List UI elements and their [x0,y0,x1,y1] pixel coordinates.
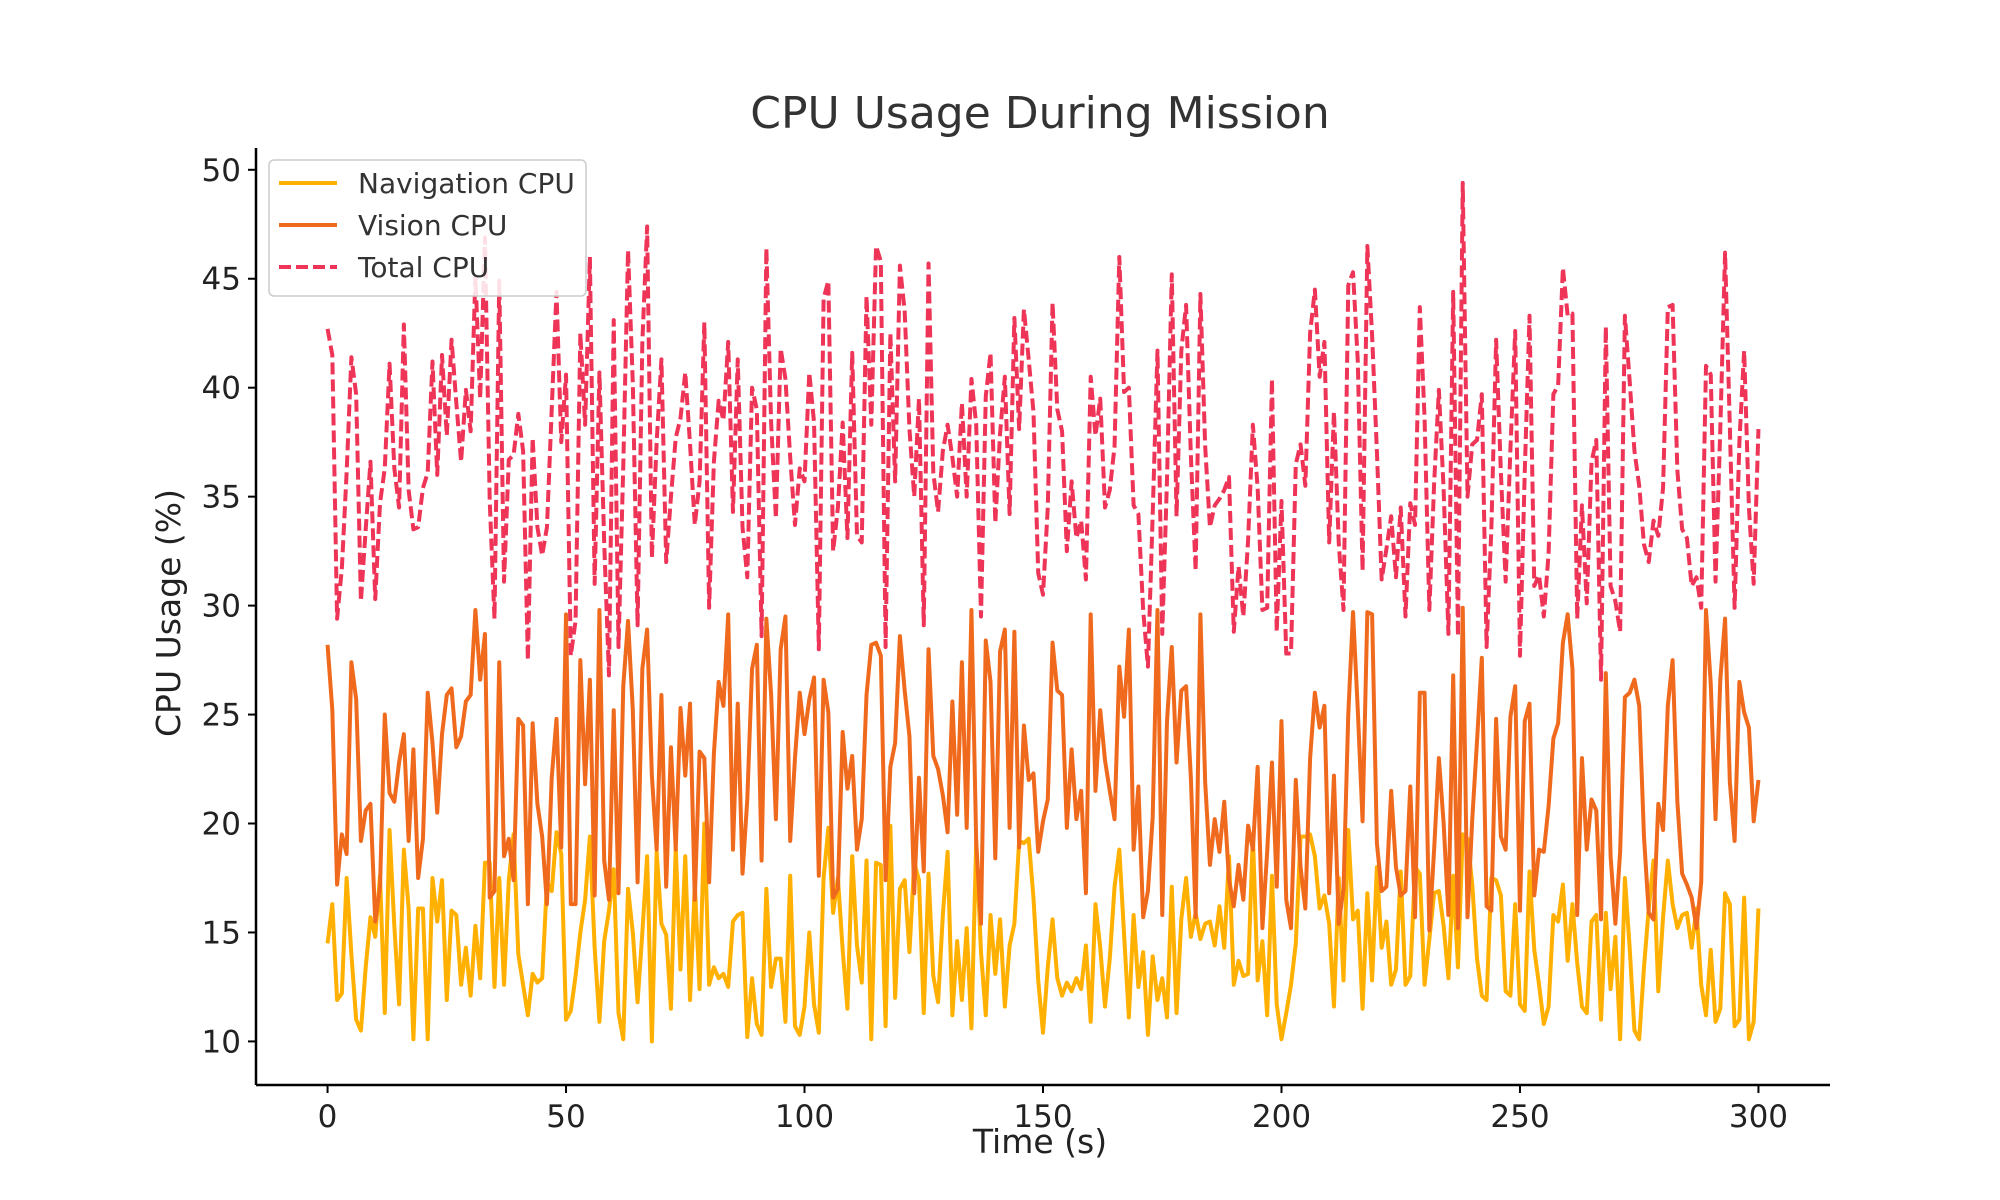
y-tick-label: 35 [202,480,241,516]
y-axis-label: CPU Usage (%) [149,489,188,737]
legend-box [268,159,587,297]
y-tick-label: 20 [202,807,241,843]
y-tick-label: 40 [202,371,241,407]
x-tick-label: 300 [1729,1099,1788,1135]
x-tick-label: 150 [1013,1099,1072,1135]
chart-title: CPU Usage During Mission [750,88,1329,139]
series-line-vision-cpu [325,605,1761,933]
x-tick-label: 0 [318,1099,338,1135]
x-tick-label: 200 [1252,1099,1311,1135]
series-line-total-cpu [325,180,1761,682]
x-tick-label: 100 [775,1099,834,1135]
legend-label: Total CPU [357,251,489,284]
y-tick-label: 25 [202,698,241,734]
x-tick-label: 50 [546,1099,585,1135]
y-tick-label: 15 [202,915,241,951]
legend-label: Navigation CPU [358,167,575,200]
y-tick-label: 30 [202,589,241,625]
legend: Navigation CPU Vision CPU Total CPU [268,159,587,297]
y-tick-label: 50 [202,153,241,189]
series-lines [325,180,1761,1044]
x-tick-label: 250 [1490,1099,1549,1135]
legend-label: Vision CPU [358,209,507,242]
axes: 0 50 100 150 200 250 300 10 15 20 25 30 35 40 45 50 [202,148,1830,1135]
y-tick-label: 45 [202,262,241,298]
x-axis-label: Time (s) [972,1122,1107,1161]
y-tick-label: 10 [202,1024,241,1060]
series-line-navigation-cpu [325,821,1761,1044]
